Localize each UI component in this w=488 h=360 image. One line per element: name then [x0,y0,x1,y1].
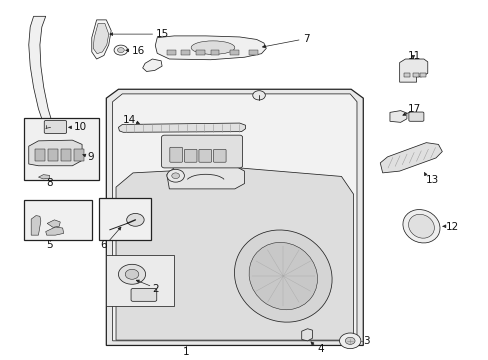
Text: 5: 5 [46,240,53,250]
Ellipse shape [234,230,331,322]
Bar [74,149,83,162]
FancyBboxPatch shape [161,135,242,168]
Bar [412,73,418,77]
Bar [99,198,151,240]
Text: 3: 3 [363,336,369,346]
Polygon shape [166,164,244,189]
Bar [419,73,425,77]
Bar [24,118,99,180]
Bar [249,50,258,55]
Ellipse shape [408,214,433,238]
Polygon shape [31,216,41,235]
Text: 13: 13 [426,175,439,185]
Text: 9: 9 [87,152,93,162]
Circle shape [117,48,124,53]
Bar [35,149,45,162]
Text: 10: 10 [74,122,87,132]
Circle shape [118,264,145,284]
Polygon shape [45,227,63,235]
Polygon shape [155,36,266,60]
Text: 15: 15 [156,29,169,39]
Polygon shape [399,59,427,82]
Bar [229,50,238,55]
Bar [61,149,71,162]
Bar [24,199,92,240]
Text: 6: 6 [101,240,107,250]
Bar [48,149,58,162]
FancyBboxPatch shape [184,149,197,162]
Circle shape [252,91,265,100]
Text: 11: 11 [407,51,420,61]
FancyBboxPatch shape [199,149,211,162]
FancyBboxPatch shape [213,149,225,162]
Text: 17: 17 [407,104,420,114]
Ellipse shape [402,210,439,243]
Circle shape [339,333,360,348]
Polygon shape [112,94,356,341]
Bar [404,73,409,77]
Bar [210,50,219,55]
Polygon shape [301,329,312,341]
Text: 2: 2 [152,284,159,293]
Text: 7: 7 [302,35,309,44]
Text: 16: 16 [132,46,145,56]
FancyBboxPatch shape [169,147,182,162]
Text: 8: 8 [46,178,53,188]
Polygon shape [116,167,353,340]
Circle shape [126,213,144,226]
Text: 4: 4 [317,344,323,354]
Polygon shape [380,143,442,173]
Circle shape [345,337,354,345]
FancyBboxPatch shape [44,121,66,134]
Bar [106,255,174,306]
Text: 1: 1 [183,347,189,356]
FancyBboxPatch shape [408,112,423,121]
Polygon shape [39,175,49,179]
Polygon shape [389,111,406,122]
Text: 14: 14 [122,115,136,125]
Polygon shape [29,16,73,173]
Bar [196,50,204,55]
Circle shape [114,45,127,55]
Text: 12: 12 [445,222,458,232]
Polygon shape [47,220,60,227]
Polygon shape [93,23,108,54]
Bar [166,50,175,55]
Polygon shape [29,140,82,166]
Circle shape [171,173,179,179]
Circle shape [166,169,184,182]
Ellipse shape [248,242,317,310]
Bar [181,50,190,55]
Polygon shape [106,89,363,346]
Ellipse shape [191,41,234,54]
Polygon shape [118,123,245,132]
Polygon shape [92,20,111,59]
FancyBboxPatch shape [131,288,157,301]
Polygon shape [142,59,162,72]
Circle shape [125,269,139,279]
